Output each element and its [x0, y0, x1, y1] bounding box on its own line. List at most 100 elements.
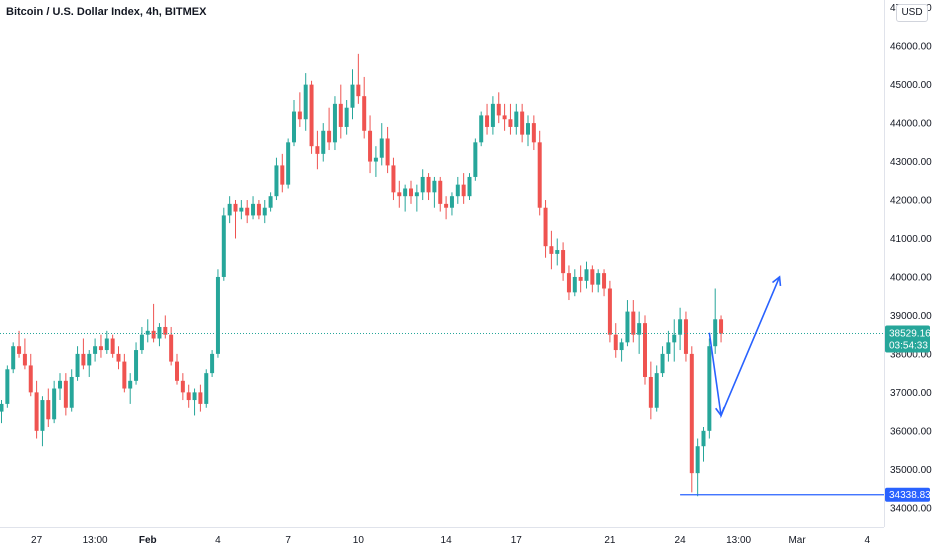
candle-body	[145, 330, 150, 335]
candle-body	[578, 276, 583, 281]
countdown-label: 03:54:33	[889, 341, 928, 352]
candle-body	[157, 326, 162, 339]
candle-body	[169, 334, 174, 362]
candle-body	[643, 323, 647, 377]
candle-body	[479, 115, 484, 143]
x-tick-label: 4	[865, 535, 871, 546]
candle-body	[69, 376, 74, 408]
candle-body	[514, 111, 519, 127]
candle-body	[449, 196, 454, 208]
x-tick-label: 21	[604, 535, 616, 546]
x-tick-label: 7	[285, 535, 291, 546]
x-tick-label: 27	[31, 535, 43, 546]
price-axis[interactable]: 47000.0046000.0045000.0044000.0043000.00…	[890, 3, 932, 514]
candle-body	[0, 403, 4, 412]
candle-body	[555, 250, 560, 254]
candle-body	[654, 373, 659, 408]
projection-arrowhead-down	[715, 406, 725, 418]
candle-body	[338, 103, 343, 127]
candle-body	[596, 273, 601, 285]
candle-body	[502, 115, 507, 120]
candle-body	[461, 184, 466, 197]
y-tick-label: 42000.00	[890, 196, 932, 207]
y-tick-label: 40000.00	[890, 272, 932, 283]
candle-body	[566, 273, 571, 293]
candle-body	[128, 380, 133, 389]
candle-body	[648, 376, 653, 408]
current-price-label: 38529.16	[889, 329, 931, 340]
candle-body	[93, 346, 98, 354]
candle-body	[163, 326, 168, 335]
candle-body	[104, 338, 109, 351]
candle-body	[52, 388, 57, 420]
candle-body	[385, 138, 390, 166]
candle-body	[315, 146, 320, 154]
candle-body	[327, 130, 332, 143]
candle-body	[432, 180, 437, 193]
candle-body	[256, 203, 261, 216]
candle-body	[379, 138, 384, 158]
projection-path	[708, 276, 781, 419]
candle-body	[175, 361, 179, 381]
y-tick-label: 41000.00	[890, 234, 932, 245]
candle-body	[403, 188, 408, 197]
candle-body	[619, 342, 624, 351]
candle-body	[368, 130, 373, 162]
candle-body	[701, 430, 706, 447]
candle-body	[490, 103, 495, 127]
candle-body	[350, 84, 355, 108]
candle-body	[268, 196, 273, 208]
candle-body	[151, 330, 156, 339]
candle-body	[689, 353, 694, 474]
candle-body	[584, 269, 589, 281]
candle-body	[233, 203, 238, 212]
y-tick-label: 36000.00	[890, 426, 932, 437]
candle-body	[262, 207, 267, 216]
x-tick-label: 17	[511, 535, 523, 546]
current-price-badge	[885, 325, 930, 353]
candle-body	[537, 142, 542, 208]
y-tick-label: 37000.00	[890, 388, 932, 399]
candle-body	[362, 96, 367, 131]
candle-body	[485, 115, 490, 127]
candle-body	[496, 103, 501, 116]
candle-body	[116, 353, 121, 362]
candle-body	[526, 123, 530, 135]
currency-button[interactable]: USD	[896, 4, 928, 22]
candle-body	[98, 346, 103, 351]
candle-body	[356, 84, 361, 97]
x-tick-label: 10	[353, 535, 365, 546]
candle-body	[455, 184, 460, 197]
candle-body	[637, 323, 642, 335]
candle-body	[473, 142, 478, 177]
candle-body	[508, 119, 513, 127]
candle-body	[227, 203, 232, 216]
candle-body	[309, 84, 314, 147]
candle-body	[110, 338, 115, 354]
candle-body	[58, 380, 62, 389]
time-axis[interactable]: 27 13:00 Feb 4 7 10 14 17 21 24 13:00 Mar 4	[31, 535, 870, 546]
candle-body	[46, 400, 51, 420]
y-tick-label: 34000.00	[890, 503, 932, 514]
candle-body	[40, 400, 45, 431]
candle-body	[391, 165, 396, 193]
candle-body	[572, 276, 577, 293]
candle-body	[34, 392, 39, 431]
candle-body	[549, 246, 554, 254]
support-price-badge	[885, 487, 930, 502]
candle-body	[666, 342, 671, 354]
x-tick-label: 13:00	[83, 535, 108, 546]
candle-body	[713, 319, 718, 347]
candle-body	[75, 353, 80, 377]
candle-body	[303, 84, 308, 120]
candle-body	[22, 353, 27, 366]
candle-body	[215, 276, 220, 354]
candle-body	[672, 334, 677, 343]
y-tick-label: 44000.00	[890, 119, 932, 130]
candle-body	[210, 353, 215, 374]
candle-body	[292, 111, 296, 143]
candle-body	[274, 165, 279, 197]
candle-body	[297, 111, 302, 120]
